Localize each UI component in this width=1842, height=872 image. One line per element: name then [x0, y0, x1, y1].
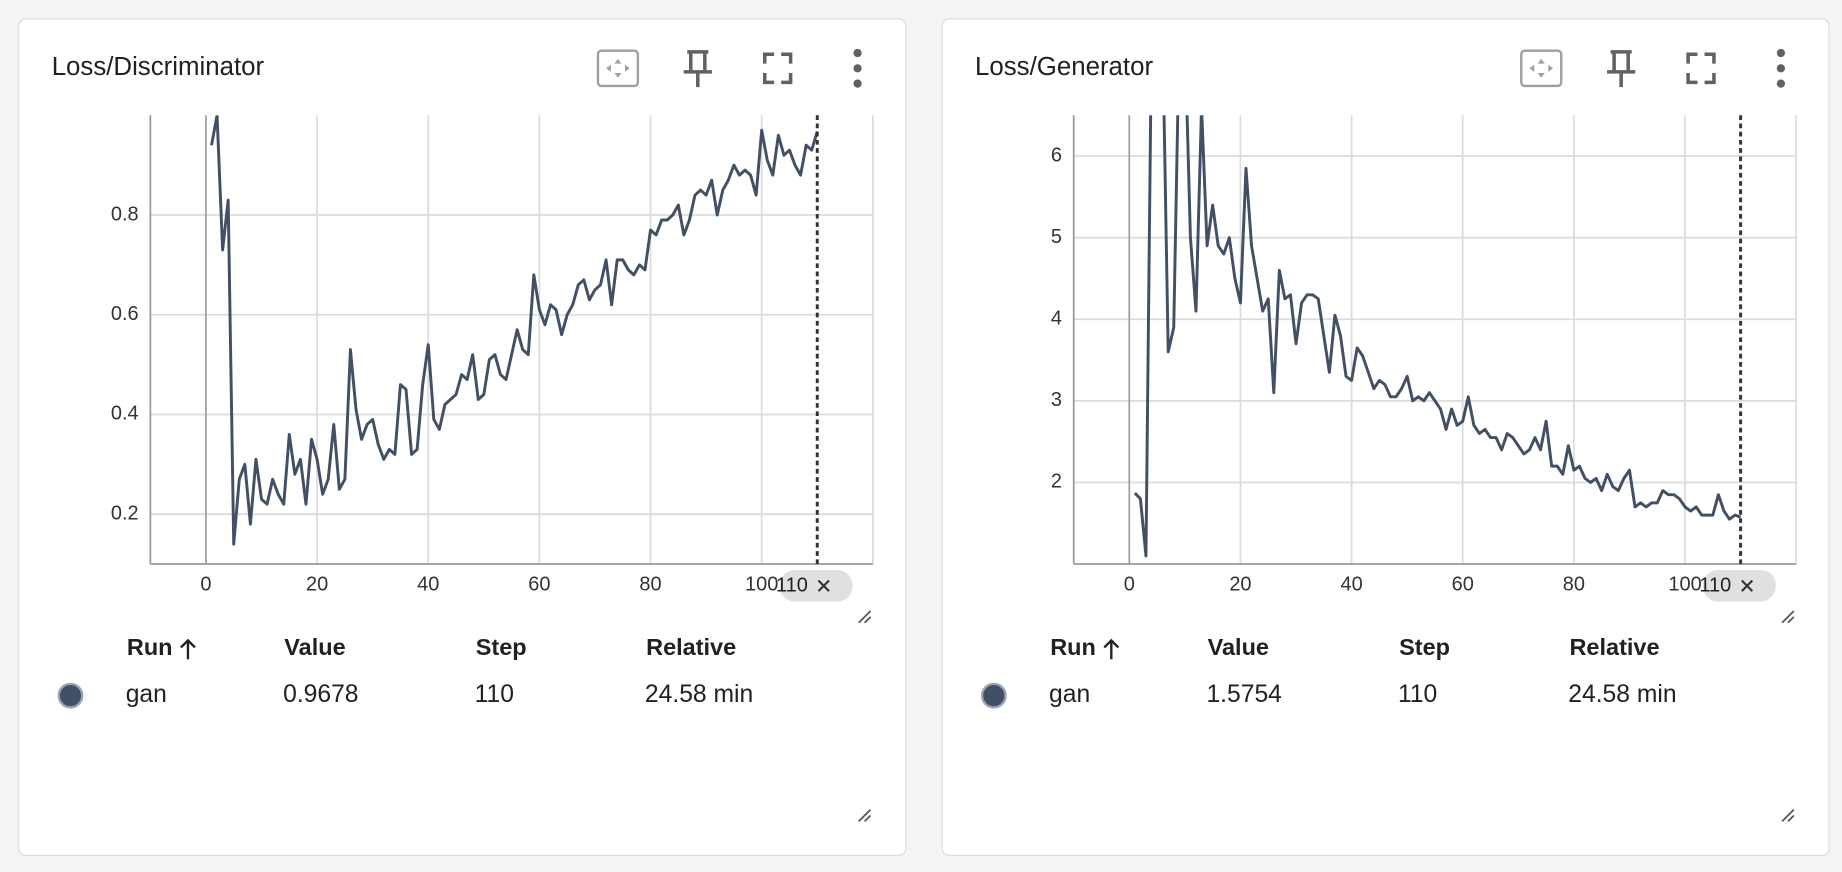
run-relative: 24.58 min: [1568, 681, 1676, 708]
card-title: Loss/Discriminator: [52, 53, 265, 81]
y-tick-label: 4: [1051, 308, 1062, 330]
resize-handle[interactable]: [1781, 610, 1795, 624]
card-frame: [18, 18, 907, 856]
x-tick-label: 80: [1563, 573, 1585, 595]
chip-bg: [1703, 569, 1776, 602]
icon: [1776, 64, 1786, 73]
pin-button[interactable]: [1607, 50, 1636, 88]
y-tick-label: 6: [1051, 144, 1062, 166]
more-button[interactable]: [1776, 48, 1786, 88]
fit-button[interactable]: [596, 49, 640, 88]
y-tick-label: 2: [1051, 471, 1062, 493]
icon: [853, 48, 862, 58]
x-tick-label: 40: [1340, 573, 1362, 595]
y-tick-label: 3: [1051, 389, 1062, 411]
resize-handle[interactable]: [1781, 808, 1795, 822]
y-tick-label: 0.4: [111, 403, 139, 425]
chip-label: 110: [1699, 575, 1731, 597]
x-tick-label: 100: [745, 573, 778, 595]
icon: [762, 52, 793, 85]
y-tick-label: 5: [1051, 226, 1062, 248]
run-step: 110: [1398, 681, 1437, 708]
run-step: 110: [475, 681, 514, 708]
x-tick-label: 0: [1124, 573, 1135, 595]
step-chip[interactable]: 110: [1699, 569, 1776, 602]
y-tick-label: 0.2: [111, 502, 139, 524]
x-tick-label: 60: [528, 573, 550, 595]
chip-close: [817, 579, 830, 592]
x-tick-label: 20: [1229, 573, 1251, 595]
run-color-dot[interactable]: [57, 682, 84, 709]
icon: [853, 79, 862, 88]
table-header: Relative: [646, 634, 736, 660]
run-name: gan: [126, 681, 167, 708]
table-header: Step: [1399, 634, 1450, 660]
run-color-dot[interactable]: [980, 682, 1007, 709]
series-line: [210, 115, 819, 546]
run-value: 0.9678: [283, 681, 358, 708]
icon: [596, 49, 640, 88]
y-tick-label: 0.6: [111, 303, 139, 325]
icon: [1776, 48, 1786, 58]
x-tick-label: 40: [417, 573, 439, 595]
series-line: [1133, 115, 1742, 558]
chip-close: [1741, 579, 1754, 592]
table-header: Run: [1050, 634, 1096, 660]
chip-bg: [779, 569, 853, 602]
table-header: Value: [1208, 634, 1269, 660]
table-header: Step: [476, 634, 527, 660]
card: Loss/Discriminator 0.2 0.4 0.6 0.8 0 20 40 60 80…: [18, 18, 907, 856]
icon: [1529, 58, 1554, 78]
sort-arrow: [180, 638, 196, 660]
icon: [606, 58, 630, 78]
x-tick-label: 20: [306, 573, 328, 595]
x-tick-label: 100: [1668, 573, 1701, 595]
card-title: Loss/Generator: [975, 53, 1153, 81]
pin-button[interactable]: [683, 50, 712, 88]
x-tick-label: 60: [1452, 573, 1474, 595]
run-relative: 24.58 min: [645, 681, 753, 708]
x-tick-label: 0: [200, 573, 211, 595]
run-name: gan: [1049, 681, 1090, 708]
fullscreen-button[interactable]: [1686, 52, 1716, 85]
fit-button[interactable]: [1520, 49, 1563, 88]
icon: [1607, 50, 1636, 88]
more-button[interactable]: [853, 48, 862, 88]
icon: [1776, 79, 1786, 88]
x-tick-label: 80: [639, 573, 661, 595]
sort-arrow: [1103, 638, 1120, 660]
fullscreen-button[interactable]: [762, 52, 793, 85]
icon: [1520, 49, 1563, 88]
table-header: Value: [284, 634, 345, 660]
icon: [853, 64, 862, 73]
card-frame: [941, 18, 1830, 856]
table-header: Relative: [1569, 634, 1659, 660]
chip-label: 110: [776, 575, 808, 597]
resize-handle[interactable]: [858, 808, 872, 822]
table-header: Run: [127, 634, 173, 660]
resize-handle[interactable]: [858, 610, 872, 624]
run-value: 1.5754: [1206, 681, 1281, 708]
step-chip[interactable]: 110: [776, 569, 853, 602]
icon: [683, 50, 712, 88]
icon: [1686, 52, 1716, 85]
y-tick-label: 0.8: [111, 203, 139, 225]
